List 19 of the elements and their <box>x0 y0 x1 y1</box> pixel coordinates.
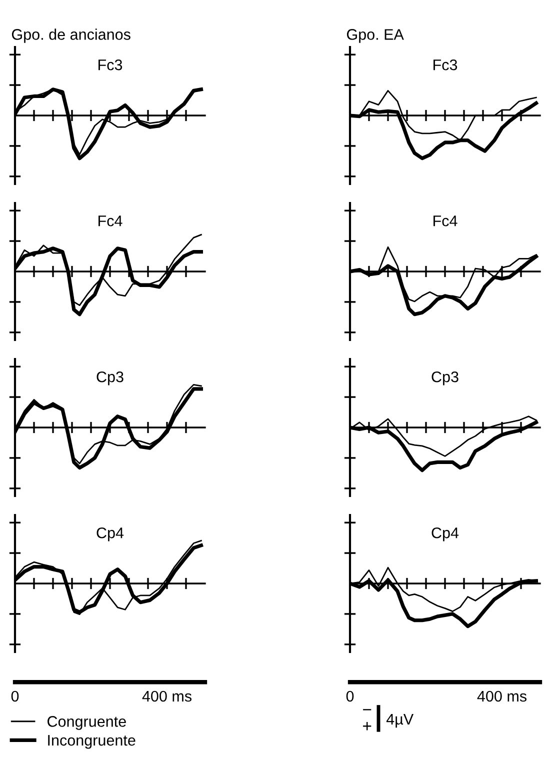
chart-title: Cp4 <box>432 527 459 542</box>
chart-title: Fc3 <box>98 59 122 70</box>
chart-subtitle: Gpo. EA <box>346 29 404 43</box>
legend-label: Congruente <box>48 716 126 730</box>
chart-title: Cp3 <box>432 371 458 386</box>
text: + <box>363 722 372 730</box>
chart-title: Cp3 <box>96 371 124 386</box>
x-tick-label: 400 ms <box>142 690 192 702</box>
chart-subtitle: Gpo. de ancianos <box>12 28 130 43</box>
x-tick-label: 400 ms <box>477 690 526 702</box>
text: − <box>363 709 372 710</box>
legend-label: Incongruente <box>48 735 136 749</box>
chart-title: Fc4 <box>98 216 122 226</box>
chart-title: Fc4 <box>434 216 458 226</box>
x-tick-label: 0 <box>346 690 354 702</box>
text: 4µV <box>386 714 414 728</box>
chart-title: Cp4 <box>96 527 124 542</box>
x-tick-label: 0 <box>11 690 19 702</box>
chart-title: Fc3 <box>434 59 458 70</box>
